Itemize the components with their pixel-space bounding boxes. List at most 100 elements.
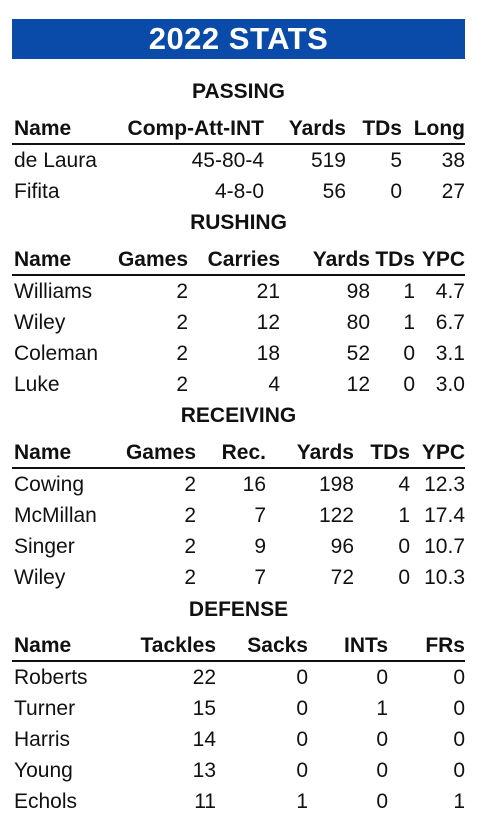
table-cell: 122 [318,503,354,527]
header-cell: Yards [264,115,346,145]
table-cell: 98 [346,279,370,303]
table-row: Wiley 2 7 72 0 10.3 [12,562,465,593]
receiving-table: Name Games Rec. Yards TDs YPC Cowing 2 1… [12,439,465,593]
table-cell: 38 [441,148,465,172]
table-cell: 3.0 [435,372,465,396]
table-cell: 15 [192,696,216,720]
table-cell: 0 [376,758,388,782]
table-row: Harris 14 0 0 0 [12,724,465,755]
table-cell: 1 [403,279,415,303]
table-cell: 0 [390,179,402,203]
table-row: Turner 15 0 1 0 [12,693,465,724]
header-cell: YPC [415,246,465,276]
table-cell: 56 [322,179,346,203]
table-row: Luke 2 4 12 0 3.0 [12,369,465,400]
table-cell: 14 [192,727,216,751]
header-cell: Name [12,632,104,662]
table-cell: 52 [346,341,370,365]
table-cell: 2 [184,565,196,589]
table-cell: 2 [176,372,188,396]
header-cell: Tackles [104,632,216,662]
header-cell: TDs [370,246,415,276]
table-cell: 2 [184,503,196,527]
table-cell: 0 [453,727,465,751]
page-title: 2022 STATS [12,19,465,59]
table-row: Roberts 22 0 0 0 [12,661,465,693]
table-cell: 0 [403,341,415,365]
header-cell: YPC [410,439,465,469]
table-cell: Harris [14,727,70,751]
table-cell: 17.4 [424,503,465,527]
table-row: Cowing 2 16 198 4 12.3 [12,468,465,500]
table-cell: de Laura [14,148,97,172]
table-cell: 9 [254,534,266,558]
header-cell: FRs [388,632,465,662]
header-cell: Long [402,115,465,145]
table-cell: 22 [192,665,216,689]
table-cell: Young [14,758,73,782]
header-cell: Name [12,246,104,276]
table-cell: 0 [453,758,465,782]
table-cell: 7 [254,503,266,527]
rushing-title: RUSHING [190,211,287,234]
table-cell: 0 [398,565,410,589]
table-cell: 0 [453,665,465,689]
table-cell: 2 [176,341,188,365]
table-row: Coleman 2 18 52 0 3.1 [12,338,465,369]
table-cell: 72 [330,565,354,589]
table-cell: 21 [256,279,280,303]
header-cell: TDs [346,115,402,145]
table-cell: 45-80-4 [191,148,264,172]
table-cell: 198 [318,472,354,496]
defense-table: Name Tackles Sacks INTs FRs Roberts 22 0… [12,632,465,817]
table-cell: 10.3 [424,565,465,589]
passing-title: PASSING [192,80,285,103]
table-cell: 0 [376,727,388,751]
table-cell: 3.1 [435,341,465,365]
table-cell: 16 [242,472,266,496]
table-row: Wiley 2 12 80 1 6.7 [12,307,465,338]
header-cell: INTs [308,632,388,662]
rushing-table: Name Games Carries Yards TDs YPC William… [12,246,465,400]
table-cell: 5 [390,148,402,172]
table-row: Singer 2 9 96 0 10.7 [12,531,465,562]
table-cell: 2 [176,279,188,303]
table-cell: 0 [376,665,388,689]
header-cell: Carries [188,246,280,276]
table-cell: Wiley [14,565,66,589]
table-cell: 27 [441,179,465,203]
table-row: Young 13 0 0 0 [12,755,465,786]
table-cell: 4 [398,472,410,496]
table-cell: 10.7 [424,534,465,558]
table-cell: 0 [296,727,308,751]
header-cell: Sacks [216,632,308,662]
header-row: Name Tackles Sacks INTs FRs [12,632,465,662]
table-cell: 7 [254,565,266,589]
table-cell: 0 [296,696,308,720]
table-cell: Cowing [14,472,85,496]
table-cell: Williams [14,279,93,303]
passing-table: Name Comp-Att-INT Yards TDs Long de Laur… [12,115,465,207]
header-cell: Yards [266,439,354,469]
header-cell: Yards [280,246,370,276]
table-cell: 0 [296,758,308,782]
table-cell: Coleman [14,341,99,365]
header-row: Name Games Rec. Yards TDs YPC [12,439,465,469]
table-cell: Echols [14,789,78,813]
table-cell: Roberts [14,665,88,689]
table-cell: Turner [14,696,76,720]
table-cell: 0 [403,372,415,396]
table-cell: 2 [184,472,196,496]
table-row: Echols 11 1 0 1 [12,786,465,817]
table-cell: 1 [403,310,415,334]
table-cell: 0 [453,696,465,720]
header-cell: Name [12,439,104,469]
table-cell: 0 [398,534,410,558]
table-cell: 0 [376,789,388,813]
table-cell: 4.7 [435,279,465,303]
header-cell: Games [104,246,188,276]
table-cell: 12 [346,372,370,396]
header-cell: Rec. [196,439,266,469]
table-cell: 12 [256,310,280,334]
